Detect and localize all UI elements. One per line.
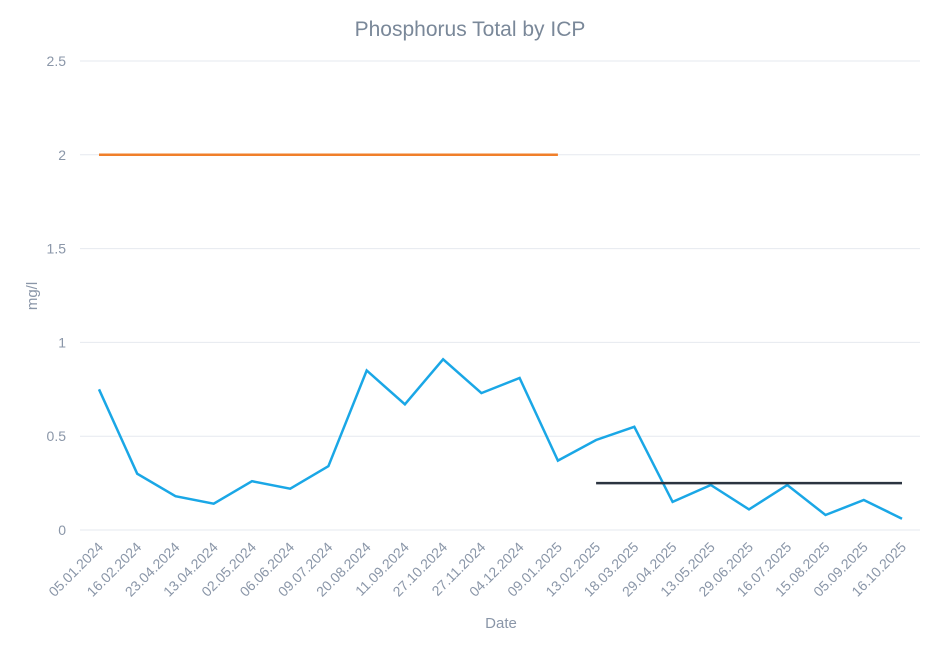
x-axis-label: Date (485, 615, 517, 632)
y-axis-label: mg/l (24, 282, 41, 310)
series-line-1 (97, 357, 903, 520)
y-tick-label: 1.5 (47, 241, 67, 257)
y-tick-label: 0 (58, 522, 66, 538)
y-tick-label: 0.5 (47, 428, 67, 444)
y-tick-label: 2 (58, 147, 66, 163)
y-tick-label: 1 (58, 334, 66, 350)
y-tick-label: 2.5 (47, 53, 67, 69)
chart-title: Phosphorus Total by ICP (355, 18, 586, 41)
